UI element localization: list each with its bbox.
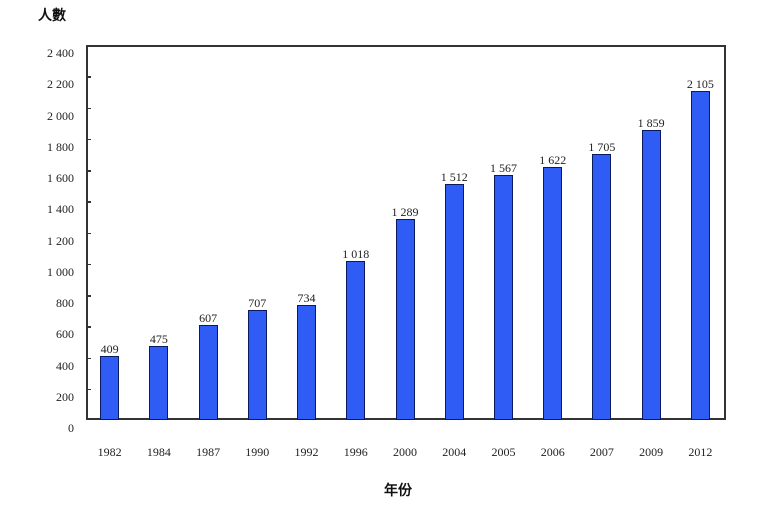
y-tick-label: 400 (56, 358, 74, 373)
x-tick-label: 2007 (589, 445, 614, 459)
bar (543, 166, 563, 420)
y-tick-label: 2 000 (47, 108, 74, 123)
y-tick-label: 2 400 (47, 46, 74, 60)
y-tick-mark (86, 326, 91, 328)
x-axis-title: 年份 (384, 483, 412, 499)
bar-value-label: 1 018 (342, 246, 370, 261)
y-tick-label: 200 (56, 389, 74, 404)
x-tick-label: 1992 (294, 445, 319, 459)
y-tick-mark (86, 357, 91, 359)
bar (198, 325, 218, 420)
y-tick-mark (86, 201, 91, 203)
x-tick-label: 2009 (639, 445, 664, 459)
bar (100, 356, 120, 420)
x-tick-label: 1984 (146, 445, 171, 459)
bar (592, 153, 612, 420)
y-tick-mark (86, 138, 91, 141)
x-tick-label: 2000 (393, 445, 417, 459)
bar-value-label: 475 (149, 331, 168, 346)
x-tick-label: 2005 (491, 445, 516, 459)
bar-value-label: 1 567 (489, 161, 517, 176)
y-tick-label: 1 400 (47, 202, 74, 217)
y-tick-mark (86, 263, 91, 266)
bar-value-label: 734 (297, 291, 316, 306)
y-tick-mark (86, 232, 91, 234)
bar (149, 345, 169, 420)
bar (346, 260, 366, 420)
x-tick-label: 1996 (343, 445, 368, 459)
y-tick-mark (86, 295, 91, 297)
y-axis-title: 人數 (38, 8, 66, 24)
y-tick-label: 1 200 (47, 233, 74, 248)
bar (297, 305, 317, 420)
bar-value-label: 1 289 (391, 204, 419, 219)
bar-value-label: 1 859 (637, 115, 665, 130)
y-tick-mark (86, 170, 91, 172)
x-tick-label: 1987 (196, 445, 221, 459)
bar (690, 91, 710, 420)
x-tick-label: 2004 (442, 445, 467, 459)
x-tick-label: 2006 (540, 445, 565, 459)
bar-value-label: 707 (248, 295, 267, 310)
y-tick-label: 2 200 (47, 77, 74, 92)
y-tick-mark (86, 76, 91, 78)
x-tick-label: 1990 (245, 445, 270, 459)
y-tick-label: 800 (56, 296, 74, 310)
bar-value-label: 1 705 (588, 139, 616, 154)
bar (493, 175, 513, 420)
y-tick-label: 0 (68, 421, 74, 435)
bar-value-label: 607 (199, 311, 218, 326)
y-tick-label: 1 800 (47, 139, 74, 154)
bar (641, 129, 661, 420)
y-tick-mark (86, 107, 91, 109)
bar (247, 309, 267, 420)
y-tick-label: 600 (56, 327, 74, 342)
y-tick-label: 1 000 (47, 264, 74, 279)
bar (444, 183, 464, 420)
bar-value-label: 1 512 (440, 169, 468, 184)
bar (395, 218, 415, 420)
bar-value-label: 409 (100, 342, 119, 357)
x-tick-label: 1982 (97, 445, 122, 459)
bar-value-label: 1 622 (539, 152, 567, 167)
x-tick-label: 2012 (688, 445, 713, 459)
y-tick-label: 1 600 (47, 171, 74, 185)
bar-value-label: 2 105 (686, 77, 714, 92)
y-tick-mark (86, 388, 91, 391)
